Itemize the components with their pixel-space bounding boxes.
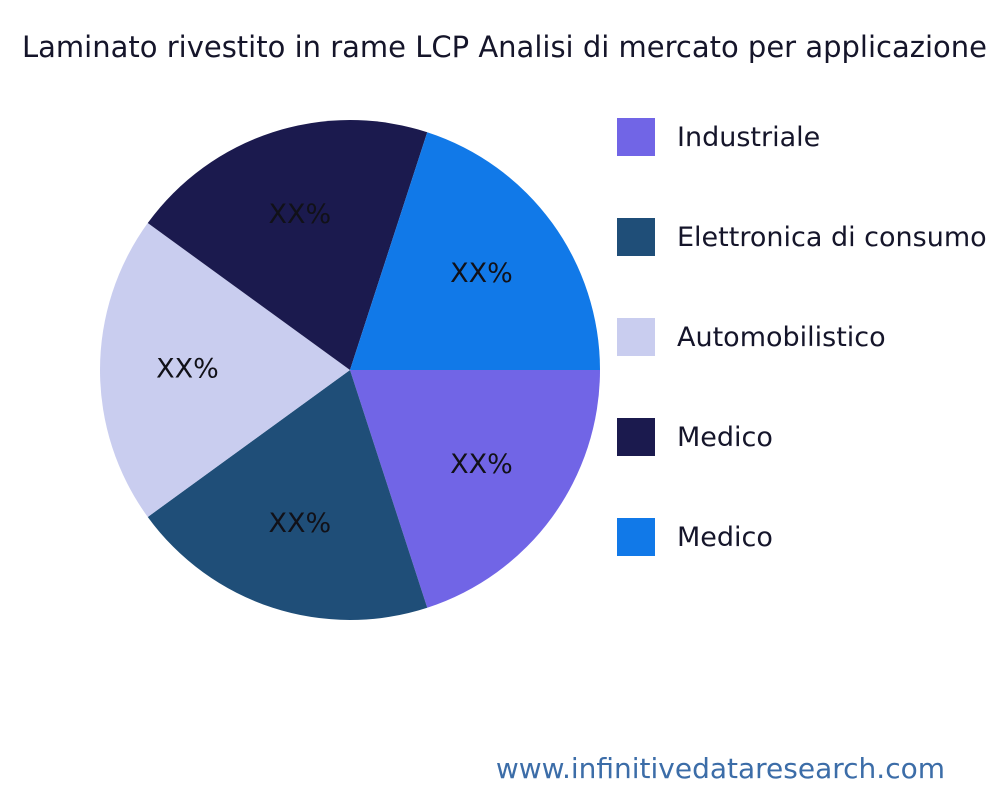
legend-swatch xyxy=(617,418,655,456)
legend-item-elettronica-di-consumo: Elettronica di consumo xyxy=(617,218,987,256)
legend-swatch xyxy=(617,318,655,356)
pie-percent-label: XX% xyxy=(450,449,513,480)
pie-slice-0 xyxy=(350,370,600,608)
pie-percent-label: XX% xyxy=(450,258,513,289)
legend: Industriale Elettronica di consumo Autom… xyxy=(617,118,987,618)
legend-swatch xyxy=(617,218,655,256)
pie-slices xyxy=(99,120,600,620)
legend-swatch xyxy=(617,518,655,556)
legend-item-industriale: Industriale xyxy=(617,118,987,156)
pie-slice-4 xyxy=(350,132,600,370)
legend-label: Industriale xyxy=(677,121,821,153)
pie-percent-label: XX% xyxy=(268,199,331,230)
pie-slice-3 xyxy=(147,120,428,371)
footer-website-url: www.infinitivedataresearch.com xyxy=(495,752,945,785)
legend-swatch xyxy=(617,118,655,156)
legend-label: Medico xyxy=(677,521,773,553)
pie-slice-1 xyxy=(147,370,428,620)
legend-label: Medico xyxy=(677,421,773,453)
pie-percent-label: XX% xyxy=(268,508,331,539)
legend-label: Automobilistico xyxy=(677,321,886,353)
pie-slice-2 xyxy=(99,223,350,517)
legend-item-medico-2: Medico xyxy=(617,518,987,556)
chart-title: Laminato rivestito in rame LCP Analisi d… xyxy=(22,30,987,64)
pie-percent-label: XX% xyxy=(156,354,219,385)
legend-item-automobilistico: Automobilistico xyxy=(617,318,987,356)
legend-label: Elettronica di consumo xyxy=(677,221,987,253)
pie-chart: XX% XX% XX% XX% XX% xyxy=(99,120,600,620)
legend-item-medico-1: Medico xyxy=(617,418,987,456)
pie-svg: XX% XX% XX% XX% XX% xyxy=(99,120,600,620)
